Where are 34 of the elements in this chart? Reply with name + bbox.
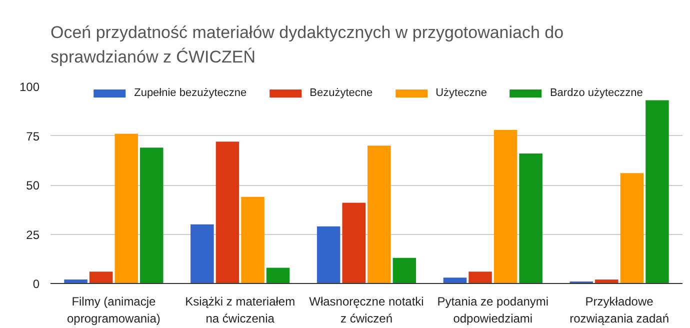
bar — [114, 134, 138, 284]
y-tick-label: 100 — [19, 80, 40, 94]
legend-label: Bardzo użyteczzne — [550, 87, 643, 99]
y-tick-label: 25 — [26, 228, 40, 242]
bar — [494, 130, 518, 284]
bar — [595, 280, 618, 284]
bar — [64, 280, 88, 284]
bar — [468, 272, 492, 284]
legend-label: Użyteczne — [436, 87, 487, 99]
bar — [316, 226, 340, 284]
bar — [266, 268, 290, 284]
bar — [443, 278, 467, 284]
bar — [342, 202, 366, 284]
chart-title: Oceń przydatność materiałów dydaktycznych w przygotowaniach do sprawdzianów z ĆWICZEŃ — [50, 22, 564, 66]
bar — [216, 142, 240, 284]
x-tick-label: Własnoręczne notatki z ćwiczeń — [309, 294, 424, 326]
x-tick-label: Książki z materiałem na ćwiczenia — [185, 294, 296, 326]
bar — [140, 148, 164, 284]
legend-label: Zupełnie bezużyteczne — [134, 87, 247, 99]
bar — [646, 100, 669, 284]
y-tick-label: 75 — [26, 129, 40, 144]
x-tick-label: Przykładowe rozwiązania zadań — [570, 294, 670, 326]
y-tick-label: 0 — [32, 277, 40, 291]
bar — [241, 196, 264, 284]
x-tick-label: Filmy (animacje oprogramowania) — [67, 294, 160, 326]
bar — [368, 146, 391, 284]
bar — [89, 272, 113, 284]
legend-label: Bezużytecne — [310, 87, 373, 99]
x-tick-label: Pytania ze podanymi odpowiedziami — [437, 294, 549, 326]
y-tick-label: 50 — [26, 178, 40, 192]
bar — [620, 173, 644, 284]
bar — [190, 224, 214, 284]
bar — [519, 153, 542, 284]
bar — [392, 258, 416, 284]
